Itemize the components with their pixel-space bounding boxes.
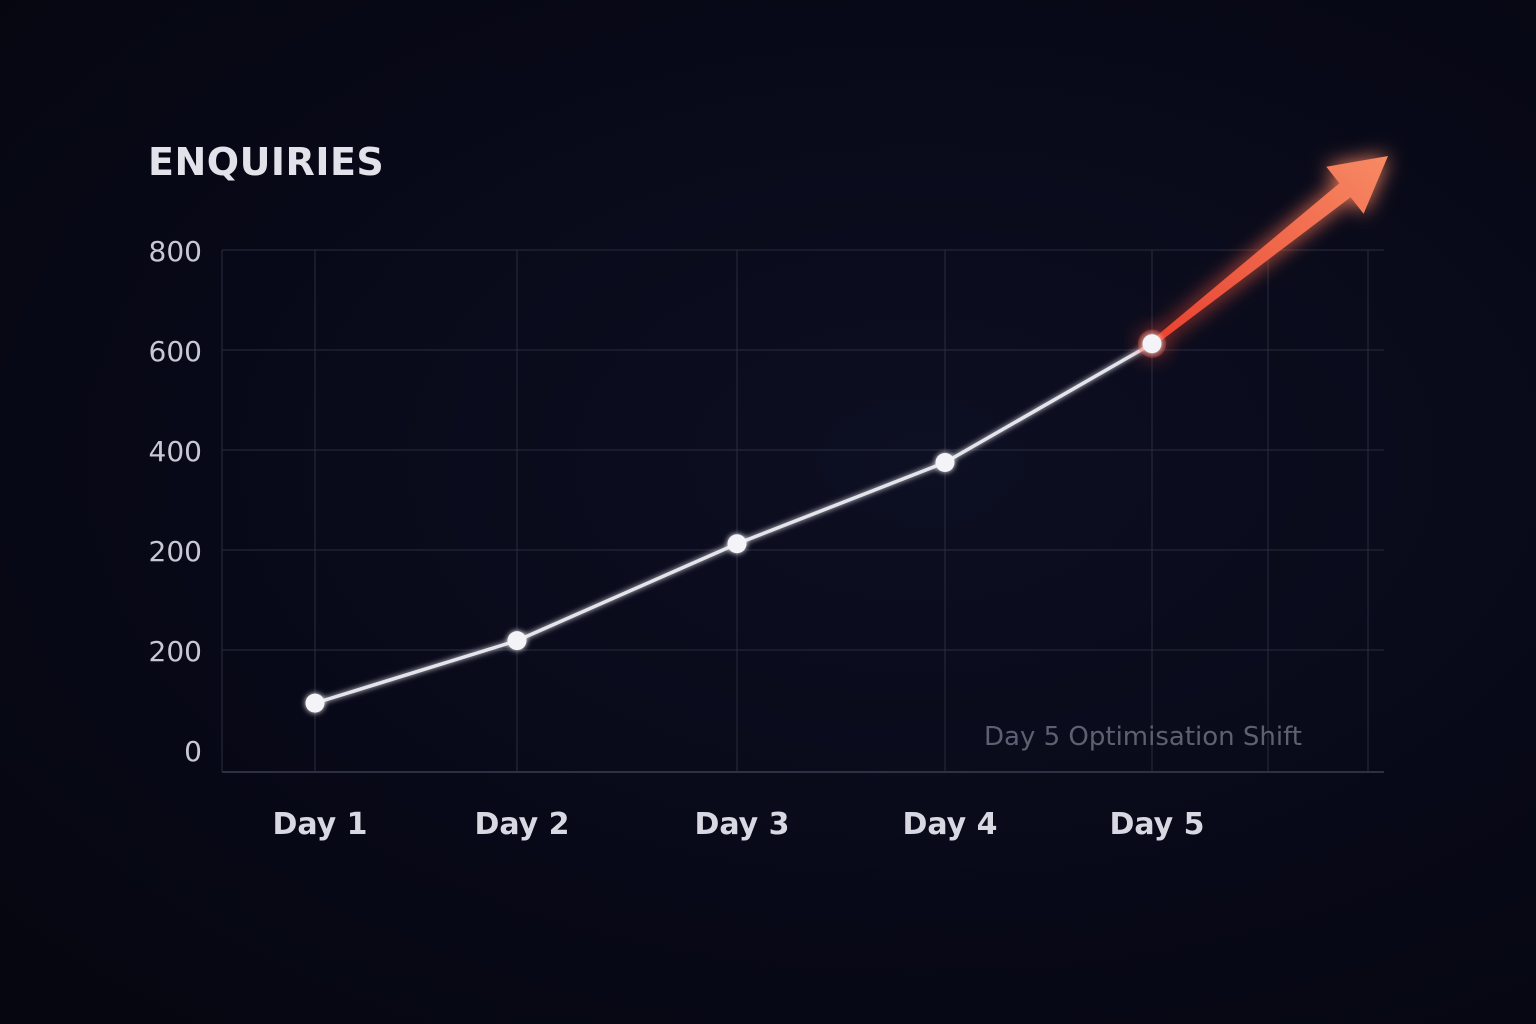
chart-title: ENQUIRIES — [148, 140, 385, 184]
x-tick-label: Day 4 — [902, 807, 997, 842]
data-point-day-4 — [935, 453, 955, 472]
data-point-day-2 — [507, 631, 527, 651]
x-tick-label: Day 1 — [272, 807, 367, 842]
x-tick-label: Day 5 — [1109, 807, 1204, 842]
y-tick-label: 200 — [149, 635, 202, 668]
annotation-label: Day 5 Optimisation Shift — [984, 722, 1302, 752]
y-tick-label: 0 — [184, 735, 202, 768]
x-tick-label: Day 3 — [694, 807, 789, 842]
y-tick-label: 600 — [149, 335, 202, 368]
trend-arrow — [1150, 156, 1388, 347]
data-point-day-3 — [727, 534, 747, 554]
data-point-day-1 — [305, 693, 325, 713]
data-point-day-5 — [1142, 334, 1162, 354]
y-tick-label: 400 — [149, 435, 202, 468]
series-line — [314, 342, 1153, 705]
y-tick-label: 800 — [149, 235, 202, 268]
x-tick-label: Day 2 — [474, 807, 569, 842]
y-tick-label: 200 — [149, 535, 202, 568]
